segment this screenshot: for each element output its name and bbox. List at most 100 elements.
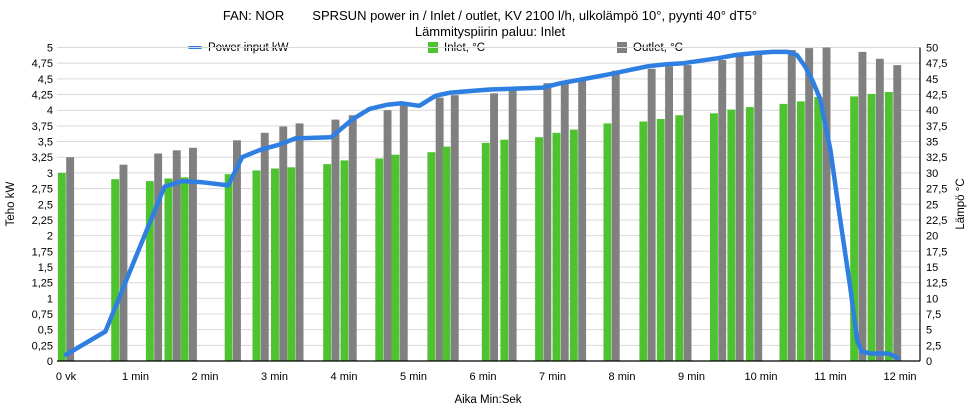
outlet-bar — [735, 55, 744, 361]
inlet-bar — [552, 132, 561, 361]
inlet-bar — [710, 113, 718, 361]
x-tick-label: 1 min — [122, 371, 149, 383]
y-right-tick-label: 5 — [926, 325, 932, 337]
temperature-bars — [57, 47, 902, 362]
y-left-tick-label: 1,5 — [38, 262, 53, 274]
x-tick-label: 2 min — [192, 371, 219, 383]
inlet-bar — [323, 164, 332, 361]
outlet-bar — [647, 68, 656, 362]
x-tick-label: 9 min — [678, 371, 705, 383]
outlet-bar — [66, 157, 75, 361]
outlet-bar — [450, 95, 459, 361]
y-left-tick-label: 2,5 — [38, 199, 53, 211]
outlet-bar — [295, 123, 304, 362]
y-left-tick-label: 4 — [47, 105, 53, 117]
inlet-bar — [287, 167, 296, 361]
outlet-bar — [543, 83, 552, 361]
y-right-tick-label: 42,5 — [926, 90, 947, 102]
y-right-tick-label: 22,5 — [926, 215, 947, 227]
chart-title-main: SPRSUN power in / Inlet / outlet, KV 210… — [312, 8, 758, 23]
y-left-tick-label: 4,5 — [38, 74, 53, 86]
x-tick-label: 12 min — [883, 371, 916, 383]
outlet-bar — [787, 50, 796, 361]
outlet-bar — [119, 164, 128, 361]
outlet-bar — [683, 65, 692, 361]
inlet-bar — [779, 103, 788, 362]
inlet-bar — [500, 139, 509, 361]
inlet-bar — [180, 177, 189, 361]
y-left-tick-label: 0 — [47, 356, 53, 368]
x-tick-label: 6 min — [470, 371, 497, 383]
x-tick-label: 11 min — [814, 371, 846, 383]
power-line-path — [63, 49, 900, 361]
y-right-tick-label: 40 — [926, 105, 938, 117]
inlet-bar — [427, 152, 436, 361]
x-tick-label: 10 min — [744, 371, 777, 383]
inlet-bar — [391, 154, 400, 361]
inlet-bar — [656, 119, 665, 361]
y-right-tick-label: 27,5 — [926, 184, 947, 196]
y-left-tick-label: 1,25 — [32, 278, 53, 290]
x-tick-label: 4 min — [331, 371, 358, 383]
y-right-tick-label: 0 — [926, 356, 932, 368]
inlet-bar — [111, 179, 120, 361]
y-right-tick-label: 35 — [926, 137, 938, 149]
outlet-bar — [858, 51, 867, 362]
y-right-tick-label: 10 — [926, 293, 938, 305]
power-input-line — [63, 49, 900, 361]
y-left-tick-label: 0,75 — [32, 309, 53, 321]
inlet-bar — [340, 160, 349, 361]
outlet-bar — [508, 89, 517, 361]
chart-title-fan: FAN: NOR — [222, 8, 285, 23]
y-right-tick-label: 7,5 — [926, 309, 941, 321]
outlet-bar — [233, 140, 241, 361]
inlet-bar — [796, 101, 805, 362]
inlet-bar — [745, 107, 754, 361]
y-left-tick-label: 0,25 — [32, 340, 53, 352]
y-left-tick-label: 4,25 — [32, 90, 53, 102]
outlet-bar — [822, 47, 831, 361]
chart-subtitle: Lämmityspiirin paluu: Inlet — [414, 24, 566, 39]
x-tick-label: 5 min — [400, 371, 427, 383]
y-right-tick-label: 17,5 — [926, 246, 947, 258]
y-left-tick-label: 1 — [47, 293, 53, 305]
inlet-bar — [675, 115, 684, 361]
outlet-bar — [560, 82, 569, 361]
inlet-bar — [814, 97, 823, 361]
y-left-axis-title: Teho kW — [5, 181, 17, 226]
inlet-bar — [639, 121, 648, 361]
outlet-bar — [875, 58, 884, 362]
y-right-tick-label: 32,5 — [926, 152, 947, 164]
y-left-tick-label: 3 — [47, 168, 53, 180]
y-right-tick-label: 50 — [926, 43, 938, 55]
outlet-bar — [665, 66, 673, 362]
y-right-tick-label: 15 — [926, 262, 938, 274]
chart-title: FAN: NOR SPRSUN power in / Inlet / outlet… — [0, 8, 980, 23]
axis-lines — [57, 47, 921, 362]
inlet-bar — [442, 146, 451, 361]
y-left-tick-label: 4,75 — [32, 58, 53, 70]
tick-labels: 0 0,25 0,5 0,75 1 1,25 1,5 1,75 2 2,25 2,5 2,75 3 3,2… — [32, 43, 948, 384]
outlet-bar — [399, 103, 408, 362]
outlet-bar — [893, 65, 902, 361]
outlet-bar — [154, 153, 163, 361]
outlet-bar — [490, 93, 498, 362]
y-left-tick-label: 0,5 — [38, 325, 53, 337]
inlet-bar — [867, 93, 876, 362]
y-left-tick-label: 2,75 — [32, 184, 53, 196]
y-right-tick-label: 47,5 — [926, 58, 947, 70]
x-axis-title: Aika Min:Sek — [454, 394, 521, 406]
inlet-bar — [145, 181, 154, 361]
outlet-bar — [279, 126, 288, 361]
outlet-bar — [331, 119, 340, 361]
outlet-bar — [260, 132, 269, 361]
inlet-bar — [603, 123, 612, 362]
x-tick-label: 8 min — [609, 371, 636, 383]
y-left-tick-label: 3,75 — [32, 121, 53, 133]
y-right-tick-label: 2,5 — [926, 340, 941, 352]
y-left-tick-label: 2 — [47, 231, 53, 243]
inlet-bar — [271, 168, 279, 361]
outlet-bar — [754, 53, 763, 361]
